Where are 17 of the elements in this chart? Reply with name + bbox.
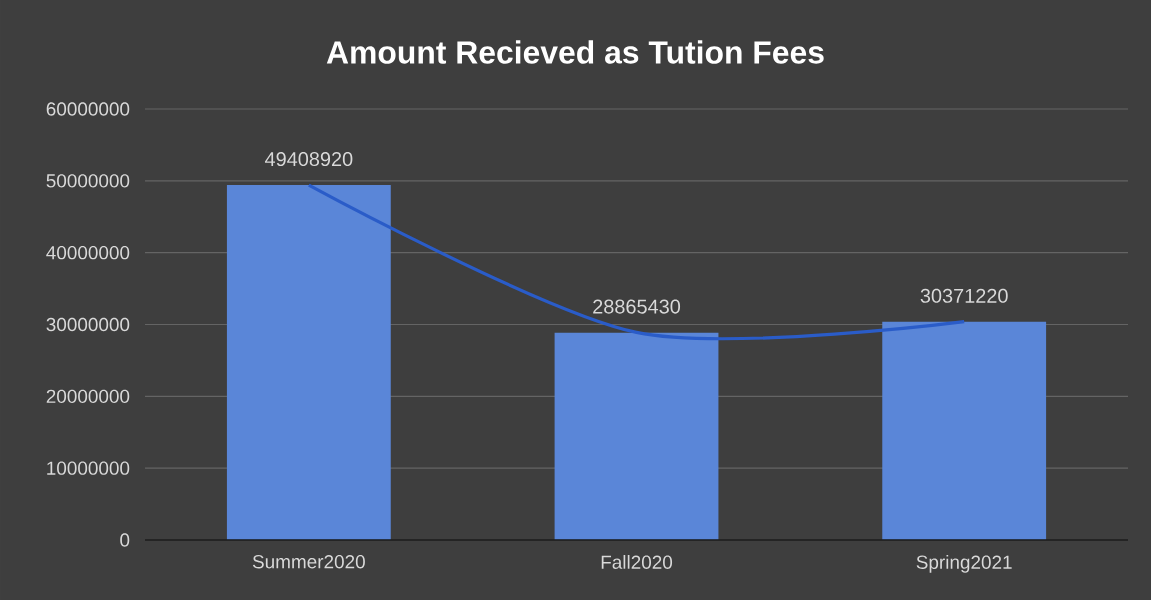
- y-tick-label: 50000000: [46, 174, 130, 188]
- y-tick-label: 60000000: [46, 102, 130, 116]
- y-tick-label: 20000000: [46, 389, 130, 404]
- bar: [554, 332, 719, 540]
- y-tick-label: 30000000: [46, 317, 130, 332]
- bar: [882, 321, 1047, 540]
- y-tick-label: 10000000: [47, 461, 130, 475]
- x-tick-label: Spring2021: [916, 555, 1012, 573]
- data-label: 28865430: [593, 299, 681, 314]
- data-label: 49408920: [264, 151, 353, 167]
- x-tick-label: Summer2020: [252, 555, 365, 569]
- x-tick-label: Fall2020: [601, 555, 673, 569]
- bar: [226, 185, 391, 540]
- chart-title: Amount Recieved as Tution Fees: [326, 40, 824, 64]
- y-tick-label: 0: [120, 533, 130, 547]
- data-label: 30371220: [920, 288, 1008, 303]
- y-tick-label: 40000000: [46, 245, 130, 260]
